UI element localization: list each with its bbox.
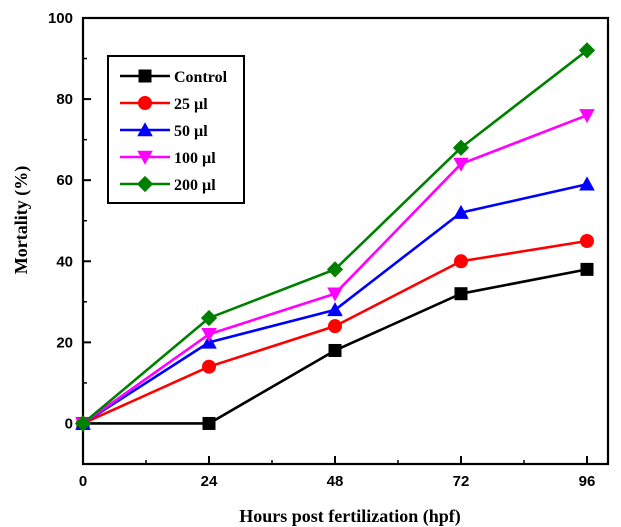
y-tick-label: 20 [56,334,73,351]
legend-label: 100 µl [174,150,216,167]
legend-label: 50 µl [174,123,208,140]
legend-label: 25 µl [174,96,208,113]
data-point [452,139,470,156]
data-point [580,262,594,276]
legend-marker [136,175,154,193]
series-layer [74,42,596,432]
legend-marker [137,122,153,137]
y-axis-title: Mortality (%) [11,166,32,274]
legend-item: Control [120,69,228,86]
series-5 [74,42,596,432]
data-point [579,176,595,191]
x-axis-title: Hours post fertilization (hpf) [239,506,460,527]
data-point [328,319,342,334]
legend-label: 200 µl [174,177,216,194]
legend-label: Control [174,69,228,86]
data-point [578,42,596,59]
legend-item: 50 µl [120,122,208,140]
y-tick-label: 80 [56,91,73,108]
data-point [453,204,469,219]
data-point [454,254,468,269]
y-tick-label: 100 [48,10,73,27]
x-tick-label: 24 [201,473,218,490]
data-point [579,109,595,124]
y-tick-label: 0 [65,415,73,432]
series-1 [76,262,594,430]
plot-frame [81,16,610,466]
x-tick-label: 0 [79,473,87,490]
y-tick-label: 60 [56,172,73,189]
data-point [454,287,468,301]
data-point [327,302,343,317]
legend-marker [137,150,153,165]
data-point [202,416,216,430]
data-point [202,359,216,374]
x-tick-label: 48 [327,473,344,490]
legend-item: 25 µl [120,96,208,113]
x-tick-label: 96 [579,473,596,490]
legend: Control 25 µl 50 µl 100 µl 200 µl [107,55,245,204]
data-point [200,309,218,327]
data-point [580,234,594,248]
data-point [327,287,343,302]
x-tick-label: 72 [453,473,470,490]
legend-item: 200 µl [120,175,216,194]
data-point [326,261,344,278]
data-point [201,328,217,343]
data-point [328,343,342,357]
legend-marker [138,69,152,83]
legend-item: 100 µl [120,150,216,167]
y-tick-label: 40 [56,253,73,270]
axes: 0 24 48 72 96 0 20 40 60 80 100 [48,10,610,490]
data-point [74,415,92,432]
data-point [453,157,469,172]
legend-marker [138,96,152,110]
